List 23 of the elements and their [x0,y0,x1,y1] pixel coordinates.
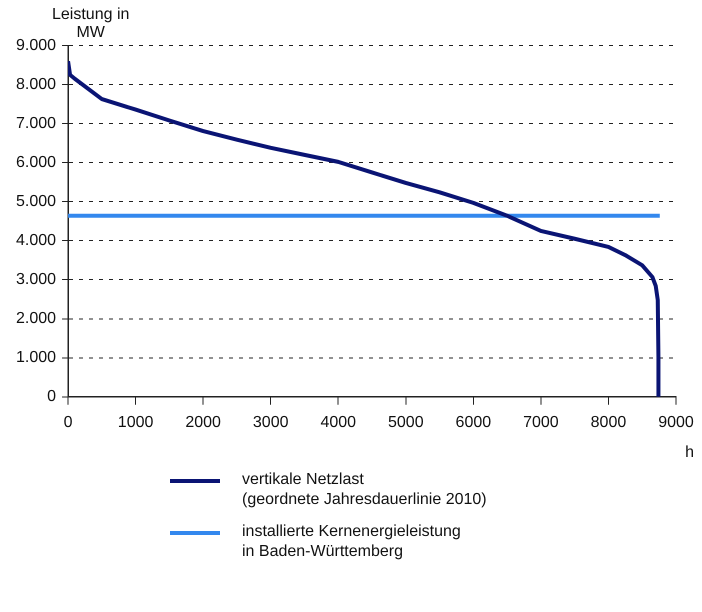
y-tick-label: 0 [47,388,56,406]
x-tick-label: 6000 [456,414,492,431]
x-tick-label: 3000 [252,414,289,431]
x-axis-title: h [685,444,694,462]
x-tick-label: 2000 [185,414,222,431]
x-tick-label: 4000 [320,414,356,431]
x-tick-label: 8000 [590,414,626,431]
y-tick-label: 4.000 [16,232,56,250]
y-tick-label: 1.000 [16,349,56,366]
x-tick-label: 1000 [118,414,154,431]
y-tick-label: 9.000 [16,37,56,54]
legend-label: vertikale Netzlast (geordnete Jahresdauerlinie 2010) [242,470,487,510]
x-tick-label: 7000 [523,414,559,431]
legend-label: installierte Kernenergieleistung in Baden-Württemberg [242,522,461,562]
x-tick-label: 5000 [388,414,424,431]
x-tick-label: 0 [64,414,73,431]
y-tick-label: 7.000 [16,115,56,132]
y-tick-label: 3.000 [16,271,56,288]
y-tick-label: 6.000 [16,154,56,172]
y-tick-label: 5.000 [16,193,56,210]
x-tick-label: 9000 [658,414,694,431]
y-tick-label: 2.000 [16,310,56,328]
y-tick-label: 8.000 [16,76,56,94]
